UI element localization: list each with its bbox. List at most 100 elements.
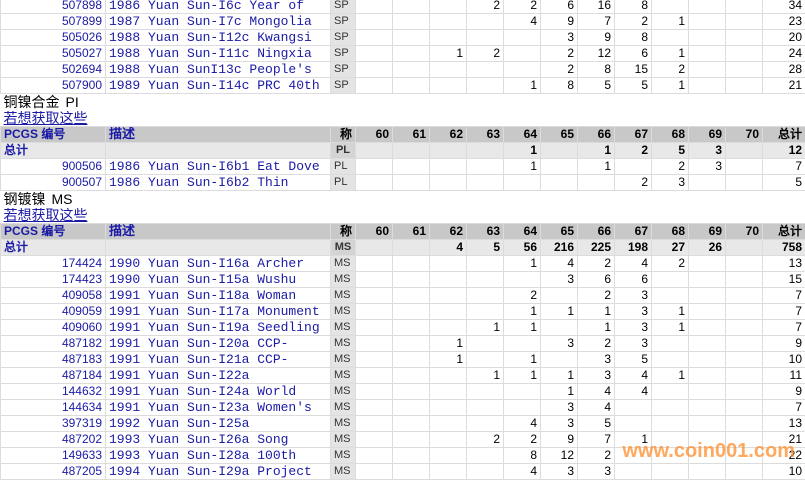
cell: 2	[577, 447, 615, 464]
cell: MS	[330, 319, 356, 336]
cell: 34	[762, 0, 805, 14]
cell: 198	[614, 239, 652, 256]
cell	[725, 158, 763, 175]
cell	[355, 399, 393, 416]
cell: 4	[540, 255, 578, 272]
cell	[392, 271, 430, 288]
cell: 24	[762, 45, 805, 62]
cell: 9	[762, 335, 805, 352]
cell	[725, 174, 763, 191]
cell	[466, 255, 504, 272]
cell: 1	[466, 319, 504, 336]
cell: 1	[651, 45, 689, 62]
data-row: 505026 1988 Yuan Sun-I12c Kwangsi SP 3 9 8 20	[0, 29, 805, 46]
cell	[429, 174, 467, 191]
cell: 5	[577, 415, 615, 432]
cell: MS	[330, 431, 356, 448]
data-row: 144634 1991 Yuan Sun-I23a Women's MS 3 4 7	[0, 399, 805, 416]
cell: 2	[503, 287, 541, 304]
cell	[725, 287, 763, 304]
cell: 9	[762, 383, 805, 400]
data-row: 502694 1988 Yuan SunI13c People's SP 2 8 15 2 2…	[0, 61, 805, 78]
cell: 1	[503, 319, 541, 336]
cell: 8	[614, 29, 652, 46]
cell: 8	[503, 447, 541, 464]
cell: SP	[330, 61, 356, 78]
data-row: 144632 1991 Yuan Sun-I24a World MS 1 4 4 9	[0, 383, 805, 400]
cell: 505027	[0, 45, 106, 62]
cell: 2	[651, 255, 689, 272]
cell: 4	[577, 399, 615, 416]
link[interactable]: 若想获取这些	[3, 208, 88, 223]
cell	[725, 399, 763, 416]
cell: 3	[614, 287, 652, 304]
cell	[725, 303, 763, 320]
data-row: 900506 1986 Yuan Sun-I6b1 Eat Dove PL 1 1 2 3 7	[0, 158, 805, 175]
cell	[429, 255, 467, 272]
cell	[392, 383, 430, 400]
cell	[429, 271, 467, 288]
cell: 7	[577, 13, 615, 30]
cell: 1993 Yuan Sun-I28a 100th	[105, 447, 331, 464]
cell: 1986 Yuan Sun-I6c Year of	[105, 0, 331, 14]
cell: PL	[330, 174, 356, 191]
cell: 149633	[0, 447, 106, 464]
cell	[355, 142, 393, 159]
cell	[614, 158, 652, 175]
data-row: 409060 1991 Yuan Sun-I19a Seedling MS 1 1 1 3 1…	[0, 319, 805, 336]
cell: 3	[540, 399, 578, 416]
cell	[651, 399, 689, 416]
cell: 1991 Yuan Sun-I22a	[105, 367, 331, 384]
cell	[651, 0, 689, 14]
cell	[688, 61, 726, 78]
cell	[429, 399, 467, 416]
total-row: 总计 PL 1 1 2 5 3 12	[0, 142, 805, 159]
cell: 3	[577, 367, 615, 384]
cell: 1	[577, 142, 615, 159]
total-row: 总计 MS 4 5 56 216 225 198 27 26 758	[0, 239, 805, 256]
cell: 4	[614, 255, 652, 272]
column-header: 65	[540, 126, 578, 143]
cell: 3	[577, 463, 615, 480]
cell	[392, 399, 430, 416]
cell: 1991 Yuan Sun-I20a CCP-	[105, 335, 331, 352]
cell: 7	[577, 431, 615, 448]
cell	[392, 61, 430, 78]
cell	[429, 431, 467, 448]
cell	[725, 367, 763, 384]
cell: 2	[614, 174, 652, 191]
cell: SP	[330, 13, 356, 30]
cell: 1990 Yuan Sun-I16a Archer	[105, 255, 331, 272]
cell	[725, 463, 763, 480]
section-title: 钢镀镍 MS	[1, 191, 805, 209]
cell	[429, 447, 467, 464]
cell: 15	[614, 61, 652, 78]
cell	[466, 77, 504, 94]
cell: 1991 Yuan Sun-I18a Woman	[105, 287, 331, 304]
cell: 27	[651, 239, 689, 256]
cell	[355, 303, 393, 320]
cell: 2	[651, 158, 689, 175]
column-header: 67	[614, 223, 652, 240]
cell	[503, 61, 541, 78]
cell: 2	[540, 61, 578, 78]
cell: 5	[614, 351, 652, 368]
cell	[355, 319, 393, 336]
cell	[392, 142, 430, 159]
cell	[466, 335, 504, 352]
cell: MS	[330, 367, 356, 384]
cell: 3	[540, 335, 578, 352]
link[interactable]: 若想获取这些	[3, 111, 88, 126]
data-row: 487184 1991 Yuan Sun-I22a MS 1 1 1 3 4 1 11	[0, 367, 805, 384]
cell: 13	[762, 255, 805, 272]
cell: 1	[429, 45, 467, 62]
cell: 3	[688, 158, 726, 175]
column-header: 64	[503, 126, 541, 143]
cell: 总计	[0, 239, 106, 256]
cell	[429, 0, 467, 14]
cell	[725, 415, 763, 432]
cell	[466, 13, 504, 30]
cell: 144632	[0, 383, 106, 400]
cell: 5	[762, 174, 805, 191]
